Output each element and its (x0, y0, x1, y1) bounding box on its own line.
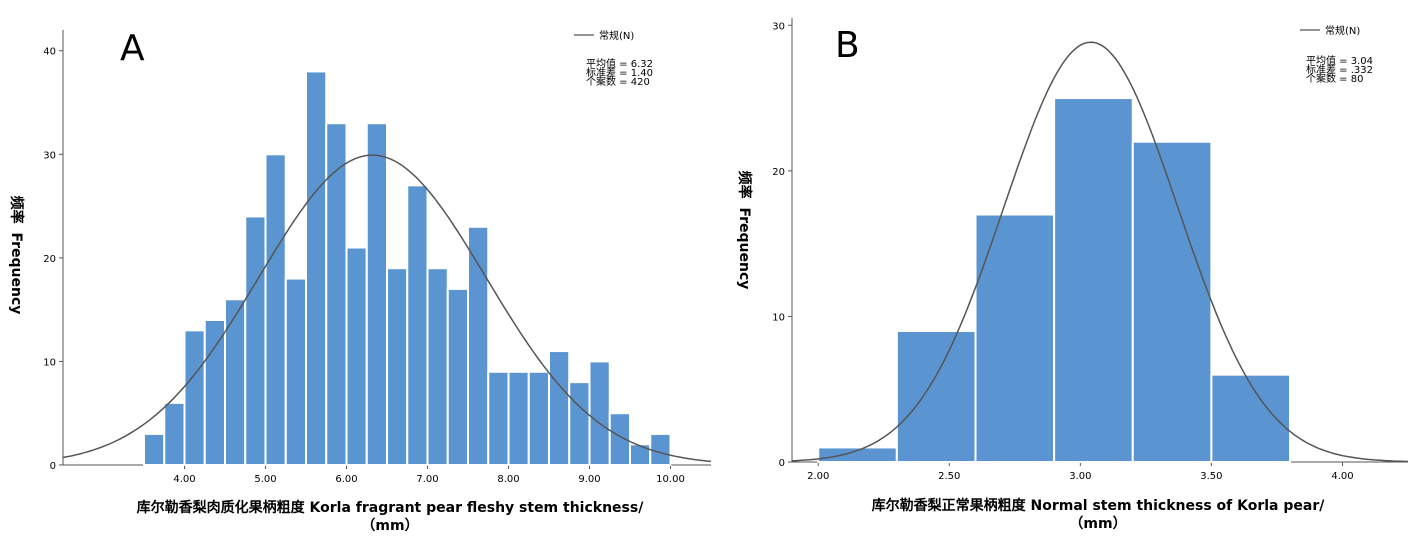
histogram-bar (244, 215, 267, 466)
histogram-bar (895, 329, 977, 463)
histogram-bar (163, 401, 186, 467)
y-tick-label: 20 (772, 167, 785, 178)
histogram-bar (386, 267, 409, 467)
histogram-bar (548, 350, 571, 467)
normal-curve (62, 154, 712, 463)
histogram-bar (1053, 97, 1134, 463)
legend-label-a: 常规(N) (599, 29, 634, 42)
histogram-bar (264, 153, 287, 467)
x-tick-label: 3.50 (1200, 471, 1222, 482)
y-axis-label-b: 频率 Frequency (736, 171, 753, 290)
legend-b: 常规(N) 平均值 = 3.04 标准差 = .332 个案数 = 80 (1300, 24, 1373, 85)
histogram-bar (467, 225, 490, 466)
x-axis-label-a: 库尔勒香梨肉质化果柄粗度 Korla fragrant pear fleshy … (137, 499, 645, 516)
histogram-bar (446, 287, 469, 466)
x-tick-label: 2.50 (938, 471, 960, 482)
x-tick-label: 8.00 (497, 474, 519, 485)
stat-sd-b: 标准差 = .332 (1306, 63, 1373, 76)
histogram-bar (143, 432, 166, 466)
histogram-bar (305, 70, 328, 467)
legend-label-b: 常规(N) (1325, 24, 1360, 37)
histogram-bar (345, 246, 368, 466)
histogram-bar (426, 267, 449, 467)
y-tick-label: 10 (772, 312, 785, 323)
stat-n-b: 个案数 = 80 (1306, 72, 1363, 85)
x-tick-label: 5.00 (254, 474, 276, 485)
histogram-bar (568, 381, 591, 466)
histogram-bar (325, 122, 348, 466)
x-axis-unit-a: （mm） (361, 518, 418, 534)
panel-letter-b: B (835, 25, 860, 66)
histogram-bar (608, 412, 631, 467)
stat-mean-a: 平均值 = 6.32 (586, 57, 653, 70)
histogram-bar (183, 329, 206, 466)
y-tick-label: 30 (772, 21, 785, 32)
y-axis-label-en-b: Frequency (736, 207, 752, 289)
panel-letter-a: A (120, 28, 145, 69)
histogram-bar (1210, 373, 1292, 463)
histogram-bar (1131, 140, 1213, 463)
x-axis-label-b: 库尔勒香梨正常果柄粗度 Normal stem thickness of Kor… (872, 497, 1326, 514)
legend-a: 常规(N) 平均值 = 6.32 标准差 = 1.40 个案数 = 420 (574, 29, 653, 88)
stat-mean-b: 平均值 = 3.04 (1306, 54, 1373, 67)
y-axis-label-a: 频率 Frequency (8, 196, 25, 315)
x-tick-label: 10.00 (656, 474, 685, 485)
y-tick-label: 30 (43, 150, 56, 161)
histogram-bar (224, 298, 247, 466)
histogram-bar (203, 319, 226, 466)
y-axis-label-cn-b: 频率 (736, 171, 753, 199)
normal-curve (791, 41, 1409, 463)
y-axis-label-en-a: Frequency (8, 232, 24, 314)
histogram-bar (365, 122, 388, 466)
x-tick-label: 4.00 (1331, 471, 1353, 482)
x-axis-unit-b: （mm） (1069, 516, 1126, 532)
histogram-bar (507, 370, 530, 466)
histogram-panel-a: A 0 10 20 30 40 4.00 5.00 6.00 7.00 8.00 9.00 10.00… (8, 28, 712, 534)
stat-n-a: 个案数 = 420 (586, 75, 650, 88)
x-tick-label: 9.00 (578, 474, 600, 485)
histogram-bar (588, 360, 611, 466)
plot-area-a: 0 10 20 30 40 4.00 5.00 6.00 7.00 8.00 9.00 10.00 (43, 30, 712, 485)
histogram-panel-b: B 0 10 20 30 2.00 2.50 3.00 3.50 4.00 常规(N) 平均值 … (736, 18, 1409, 532)
y-tick-label: 10 (43, 357, 56, 368)
x-tick-label: 6.00 (335, 474, 357, 485)
histogram-bar (487, 370, 510, 466)
plot-area-b: 0 10 20 30 2.00 2.50 3.00 3.50 4.00 (772, 18, 1409, 482)
histogram-bar (284, 277, 307, 467)
y-tick-label: 0 (50, 461, 56, 472)
y-tick-label: 20 (43, 254, 56, 265)
x-tick-label: 4.00 (173, 474, 195, 485)
y-tick-label: 0 (779, 458, 785, 469)
histogram-bar (649, 432, 672, 466)
stat-sd-a: 标准差 = 1.40 (586, 66, 653, 79)
x-tick-label: 3.00 (1069, 471, 1091, 482)
y-tick-label: 40 (43, 47, 56, 58)
histogram-bar (629, 443, 652, 466)
x-tick-label: 7.00 (416, 474, 438, 485)
histogram-bar (974, 213, 1056, 463)
histogram-bar (406, 184, 429, 466)
histogram-bar (527, 370, 550, 466)
x-tick-label: 2.00 (807, 471, 829, 482)
y-axis-label-cn-a: 频率 (8, 196, 25, 224)
